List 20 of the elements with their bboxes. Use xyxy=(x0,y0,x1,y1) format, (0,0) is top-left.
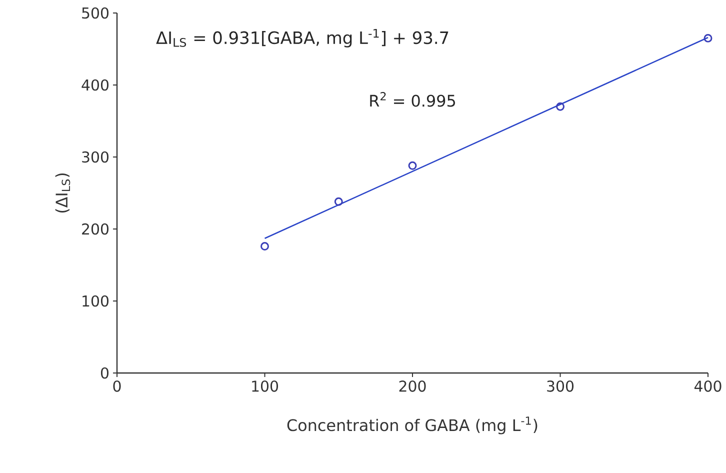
annotation: R$^{2}$ = 0.995 xyxy=(370,92,455,107)
y-tick-label: 300 xyxy=(82,151,108,163)
x-tick-label: 300 xyxy=(547,380,574,392)
y-tick-label: 0 xyxy=(100,367,109,379)
y-tick-label: 100 xyxy=(82,295,108,307)
x-tick-label: 0 xyxy=(113,380,121,392)
point xyxy=(556,102,564,111)
x-tick-label: 400 xyxy=(694,380,722,392)
y-tick-label: 500 xyxy=(82,7,108,19)
point xyxy=(704,34,712,42)
annotation: ΔI$_{LS}$ = 0.931[GABA, mg L$^{-1}$] + 93.7 xyxy=(156,29,448,48)
point xyxy=(408,161,417,170)
x-tick-label: 200 xyxy=(399,380,426,392)
point xyxy=(260,242,269,251)
x-tick-label: 100 xyxy=(252,380,278,392)
y-tick-label: 200 xyxy=(82,223,108,235)
point xyxy=(334,197,343,206)
y-tick-label: 400 xyxy=(82,79,108,91)
y-axis-title: (ΔI$_{LS}$) xyxy=(55,173,70,213)
x-axis-title: Concentration of GABA (mg L$^{-1}$) xyxy=(287,416,538,434)
